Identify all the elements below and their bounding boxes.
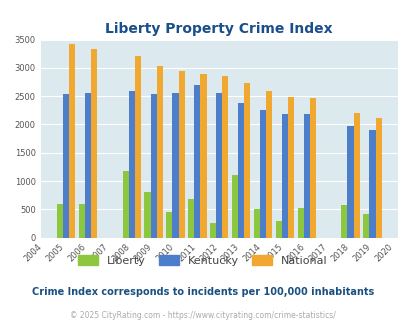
Bar <box>362 214 369 238</box>
Bar <box>281 114 287 238</box>
Legend: Liberty, Kentucky, National: Liberty, Kentucky, National <box>75 252 330 269</box>
Bar <box>172 93 178 238</box>
Bar <box>178 71 184 238</box>
Bar <box>243 83 250 238</box>
Bar <box>309 98 315 238</box>
Bar <box>57 204 63 238</box>
Bar <box>297 208 303 238</box>
Bar <box>150 94 156 238</box>
Bar <box>341 205 347 238</box>
Title: Liberty Property Crime Index: Liberty Property Crime Index <box>105 22 332 36</box>
Bar <box>69 44 75 238</box>
Text: Crime Index corresponds to incidents per 100,000 inhabitants: Crime Index corresponds to incidents per… <box>32 287 373 297</box>
Bar <box>353 113 359 238</box>
Bar <box>303 114 309 238</box>
Bar <box>79 204 85 238</box>
Bar <box>188 199 194 238</box>
Bar <box>275 221 281 238</box>
Bar <box>259 110 265 238</box>
Bar <box>369 130 375 238</box>
Bar <box>122 171 128 238</box>
Bar <box>63 94 69 238</box>
Bar <box>156 66 162 238</box>
Bar <box>91 49 97 238</box>
Bar <box>215 93 222 238</box>
Bar <box>144 192 150 238</box>
Bar <box>287 97 293 238</box>
Bar <box>222 76 228 238</box>
Bar <box>209 223 215 238</box>
Bar <box>194 85 200 238</box>
Bar <box>253 209 259 238</box>
Text: © 2025 CityRating.com - https://www.cityrating.com/crime-statistics/: © 2025 CityRating.com - https://www.city… <box>70 311 335 320</box>
Bar <box>166 212 172 238</box>
Bar <box>265 91 271 238</box>
Bar <box>375 118 381 238</box>
Bar <box>347 126 353 238</box>
Bar <box>231 175 237 238</box>
Bar <box>85 93 91 238</box>
Bar <box>237 103 243 238</box>
Bar <box>200 74 206 238</box>
Bar <box>128 91 134 238</box>
Bar <box>134 56 141 238</box>
